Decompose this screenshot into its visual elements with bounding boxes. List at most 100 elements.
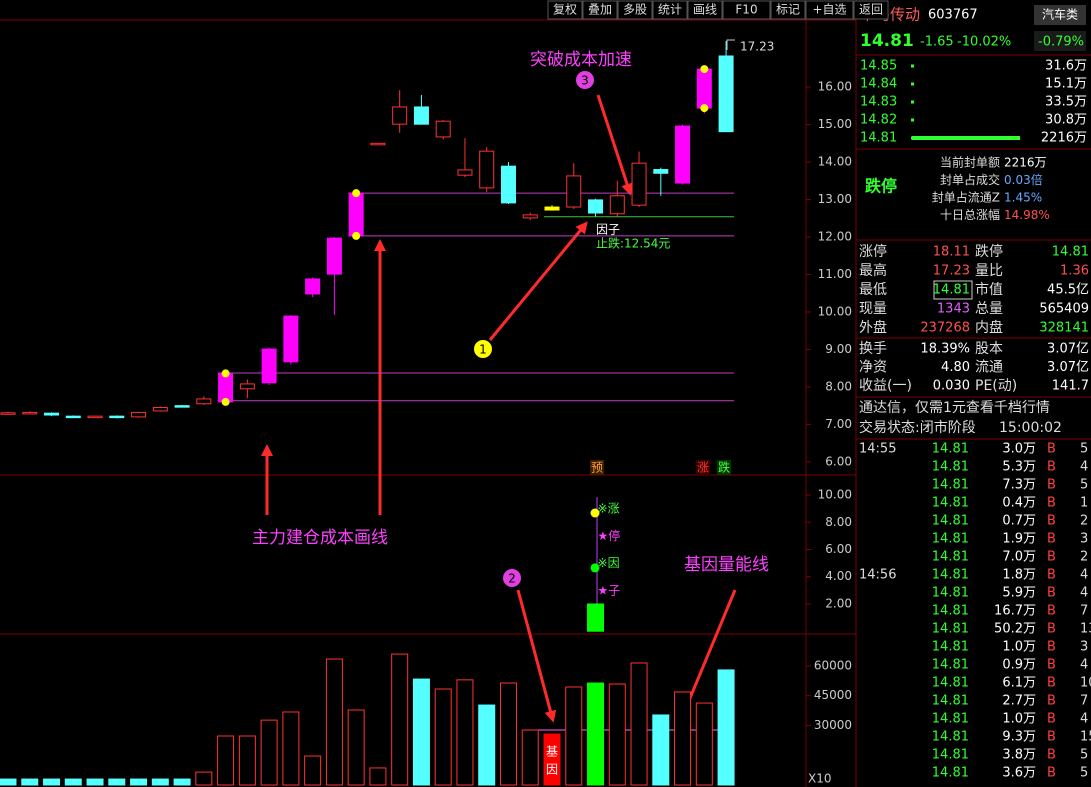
tick-price: 14.81: [932, 622, 969, 637]
tick-time: 14:56: [859, 568, 896, 583]
tick-volume: 6.1万: [1002, 676, 1036, 691]
stock-code: 603767: [928, 8, 978, 23]
high-label: 17.23: [740, 40, 774, 54]
stat-value: 237268: [920, 321, 970, 336]
y-tick-label: 9.00: [825, 342, 852, 356]
tick-count: 3: [1080, 640, 1088, 655]
candle-body: [370, 142, 386, 146]
tick-side: B: [1047, 766, 1056, 781]
bar: [64, 778, 82, 786]
limit-key: 当前封单额: [940, 155, 1000, 170]
tick-side: B: [1047, 586, 1056, 601]
toolbar-button[interactable]: [853, 0, 889, 20]
badge-label: 1: [479, 343, 487, 357]
stat-key: PE(动): [975, 378, 1017, 394]
bid-dot: [911, 82, 914, 86]
toolbar-button[interactable]: [805, 0, 854, 20]
stat-value: 1343: [937, 302, 970, 317]
tick-price: 14.81: [932, 748, 969, 763]
toolbar-label[interactable]: 标记: [776, 3, 800, 17]
toolbar-button[interactable]: [582, 0, 618, 20]
sector[interactable]: 汽车类: [1042, 7, 1078, 22]
arrow: [488, 221, 588, 341]
limit-label: 跌停: [865, 177, 897, 196]
candle-body: [305, 278, 321, 295]
tick-price: 14.81: [932, 496, 969, 511]
y-tick-label: 10.00: [818, 304, 852, 318]
candle-body: [413, 106, 429, 125]
bid-volume: 33.5万: [1045, 95, 1087, 110]
tick-side: B: [1047, 514, 1056, 529]
candle-body: [131, 411, 147, 418]
status-time: 15:00:02: [999, 420, 1062, 436]
toolbar-label[interactable]: 返回: [859, 3, 883, 17]
bid-volume: 2216万: [1041, 131, 1087, 146]
y-tick-label: 15.00: [818, 117, 852, 131]
toolbar-label[interactable]: F10: [735, 3, 757, 17]
toolbar-button[interactable]: [547, 0, 583, 20]
tick-volume: 0.9万: [1002, 658, 1036, 673]
tick-price: 14.81: [932, 676, 969, 691]
tick-side: B: [1047, 712, 1056, 727]
tick-volume: 1.8万: [1002, 568, 1036, 583]
bid-bar: [912, 136, 1020, 140]
tag-bg: [590, 460, 604, 475]
toolbar-label[interactable]: 多股: [623, 3, 647, 17]
tick-volume: 1.9万: [1002, 532, 1036, 547]
tick-volume: 1.0万: [1002, 712, 1036, 727]
tick-count: 5: [1080, 442, 1088, 457]
tick-side: B: [1047, 694, 1056, 709]
marker-dot: [700, 104, 709, 113]
tick-price: 14.81: [932, 730, 969, 745]
notice[interactable]: 通达信，仅需1元查看千档行情: [859, 400, 1050, 416]
arrow: [516, 589, 557, 723]
badge: [474, 340, 492, 358]
tick-side: B: [1047, 568, 1056, 583]
toolbar-button[interactable]: [722, 0, 771, 20]
bar: [543, 733, 561, 786]
candle-body: [696, 68, 712, 109]
bar-label: 基: [546, 745, 558, 759]
badge: [576, 71, 594, 89]
tick-volume: 16.7万: [994, 604, 1036, 619]
bar: [347, 709, 365, 786]
stat-value: 3.07亿: [1047, 360, 1089, 375]
stat-key: 最低: [859, 282, 887, 298]
stat-key: 外盘: [859, 319, 887, 336]
arrow: [596, 94, 633, 196]
tag: 跌: [718, 460, 730, 475]
bar: [499, 682, 517, 786]
tick-count: 15: [1080, 730, 1091, 745]
toolbar-button[interactable]: [652, 0, 688, 20]
bar: [217, 735, 235, 786]
stat-key: 最高: [859, 262, 887, 279]
y-tick-label: 60000: [814, 658, 852, 672]
toolbar-label[interactable]: 复权: [553, 3, 577, 17]
sector-pct-box: [1034, 31, 1086, 51]
toolbar-button[interactable]: [617, 0, 653, 20]
candle-body: [653, 169, 669, 174]
bar: [260, 719, 278, 786]
bar: [587, 603, 605, 632]
tick-side: B: [1047, 748, 1056, 763]
stat-value: 14.81: [1052, 245, 1089, 260]
bar: [304, 755, 322, 786]
tick-volume: 3.8万: [1002, 748, 1036, 763]
toolbar-button[interactable]: [687, 0, 723, 20]
toolbar-label[interactable]: 统计: [658, 3, 682, 17]
tick-price: 14.81: [932, 460, 969, 475]
badge-label: 2: [508, 572, 516, 586]
toolbar-button[interactable]: [770, 0, 806, 20]
sector-button[interactable]: [1034, 5, 1086, 25]
candle-body: [326, 237, 342, 275]
toolbar-label[interactable]: 画线: [693, 3, 717, 17]
tick-count: 2: [1080, 550, 1088, 565]
toolbar-label[interactable]: 叠加: [588, 3, 612, 17]
bar: [238, 735, 256, 786]
tick-count: 1: [1080, 496, 1088, 511]
tick-side: B: [1047, 460, 1056, 475]
toolbar-label[interactable]: +自选: [812, 3, 846, 17]
